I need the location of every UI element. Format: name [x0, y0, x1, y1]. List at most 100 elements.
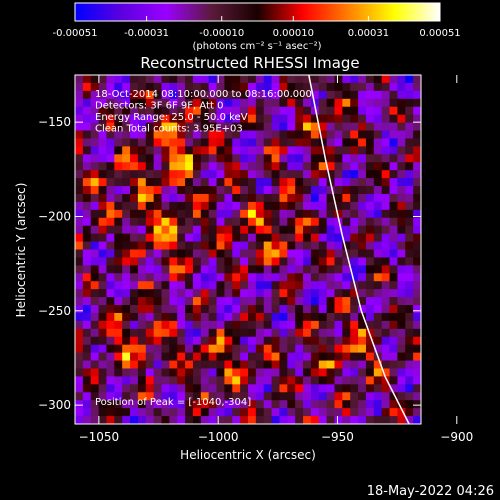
heatmap-cell — [287, 320, 296, 330]
heatmap-cell — [240, 368, 249, 378]
heatmap-cell — [216, 265, 226, 274]
heatmap-cell — [98, 75, 108, 84]
heatmap-cell — [130, 408, 139, 417]
heatmap-cell — [334, 114, 343, 124]
heatmap-cell — [106, 360, 115, 370]
heatmap-cell — [153, 392, 163, 401]
heatmap-cell — [255, 344, 265, 354]
heatmap-cell — [279, 392, 288, 401]
heatmap-cell — [318, 170, 328, 179]
heatmap-cell — [350, 392, 359, 401]
heatmap-cell — [303, 146, 312, 155]
heatmap-cell — [185, 178, 194, 187]
heatmap-cell — [358, 217, 367, 227]
heatmap-cell — [271, 320, 281, 330]
heatmap-cell — [413, 193, 421, 203]
heatmap-cell — [145, 241, 155, 251]
heatmap-cell — [145, 344, 155, 354]
heatmap-cell — [342, 384, 351, 393]
heatmap-cell — [405, 400, 414, 409]
heatmap-cell — [216, 170, 226, 179]
heatmap-cell — [224, 376, 233, 385]
heatmap-cell — [137, 281, 147, 290]
heatmap-cell — [413, 305, 421, 314]
heatmap-cell — [318, 241, 328, 251]
heatmap-cell — [75, 328, 84, 338]
heatmap-cell — [216, 146, 226, 155]
heatmap-cell — [405, 328, 414, 338]
heatmap-cell — [405, 114, 414, 124]
heatmap-cell — [90, 273, 100, 282]
heatmap-cell — [373, 328, 383, 338]
heatmap-cell — [358, 162, 367, 171]
heatmap-cell — [389, 408, 399, 417]
heatmap-cell — [98, 416, 108, 424]
heatmap-cell — [90, 217, 100, 227]
heatmap-cell — [192, 400, 202, 409]
heatmap-cell — [145, 384, 155, 393]
heatmap-cell — [137, 305, 147, 314]
heatmap-cell — [389, 368, 399, 378]
heatmap-cell — [295, 122, 304, 132]
heatmap-cell — [106, 193, 115, 203]
heatmap-cell — [114, 249, 123, 259]
heatmap-cell — [263, 162, 273, 171]
heatmap-cell — [130, 273, 139, 282]
heatmap-cell — [365, 360, 375, 370]
heatmap-cell — [208, 249, 218, 259]
heatmap-cell — [271, 376, 281, 385]
heatmap-cell — [310, 154, 320, 163]
heatmap-cell — [130, 193, 139, 203]
heatmap-cell — [263, 257, 273, 266]
heatmap-cell — [82, 217, 92, 227]
heatmap-cell — [90, 265, 100, 274]
heatmap-cell — [255, 305, 265, 314]
heatmap-cell — [106, 114, 115, 124]
heatmap-cell — [192, 138, 202, 147]
heatmap-cell — [200, 186, 210, 195]
heatmap-cell — [365, 408, 375, 417]
heatmap-cell — [240, 376, 249, 385]
heatmap-cell — [169, 138, 178, 147]
heatmap-cell — [208, 297, 218, 306]
heatmap-cell — [145, 320, 155, 330]
heatmap-cell — [358, 82, 367, 92]
heatmap-cell — [106, 106, 115, 116]
heatmap-cell — [381, 297, 391, 306]
heatmap-cell — [405, 320, 414, 330]
heatmap-cell — [130, 201, 139, 211]
heatmap-cell — [397, 289, 406, 298]
heatmap-cell — [208, 241, 218, 251]
heatmap-cell — [295, 312, 304, 322]
heatmap-cell — [240, 384, 249, 393]
heatmap-cell — [358, 75, 367, 84]
heatmap-cell — [279, 297, 288, 306]
heatmap-cell — [405, 130, 414, 140]
heatmap-cell — [381, 209, 391, 219]
heatmap-cell — [106, 178, 115, 187]
heatmap-cell — [358, 368, 367, 378]
heatmap-cell — [145, 90, 155, 100]
heatmap-cell — [303, 336, 312, 346]
heatmap-cell — [224, 75, 233, 84]
heatmap-cell — [75, 368, 84, 378]
heatmap-cell — [381, 352, 391, 362]
heatmap-cell — [365, 217, 375, 227]
heatmap-cell — [310, 98, 320, 108]
heatmap-cell — [75, 186, 84, 195]
heatmap-cell — [153, 400, 163, 409]
heatmap-cell — [161, 328, 170, 338]
heatmap-cell — [342, 368, 351, 378]
heatmap-cell — [255, 360, 265, 370]
heatmap-cell — [106, 233, 115, 243]
heatmap-cell — [122, 162, 131, 171]
heatmap-cell — [90, 201, 100, 211]
heatmap-cell — [271, 170, 281, 179]
heatmap-cell — [248, 320, 257, 330]
heatmap-cell — [350, 376, 359, 385]
heatmap-cell — [114, 114, 123, 124]
heatmap-cell — [263, 336, 273, 346]
heatmap-cell — [240, 265, 249, 274]
heatmap-cell — [397, 193, 406, 203]
heatmap-cell — [161, 289, 170, 298]
